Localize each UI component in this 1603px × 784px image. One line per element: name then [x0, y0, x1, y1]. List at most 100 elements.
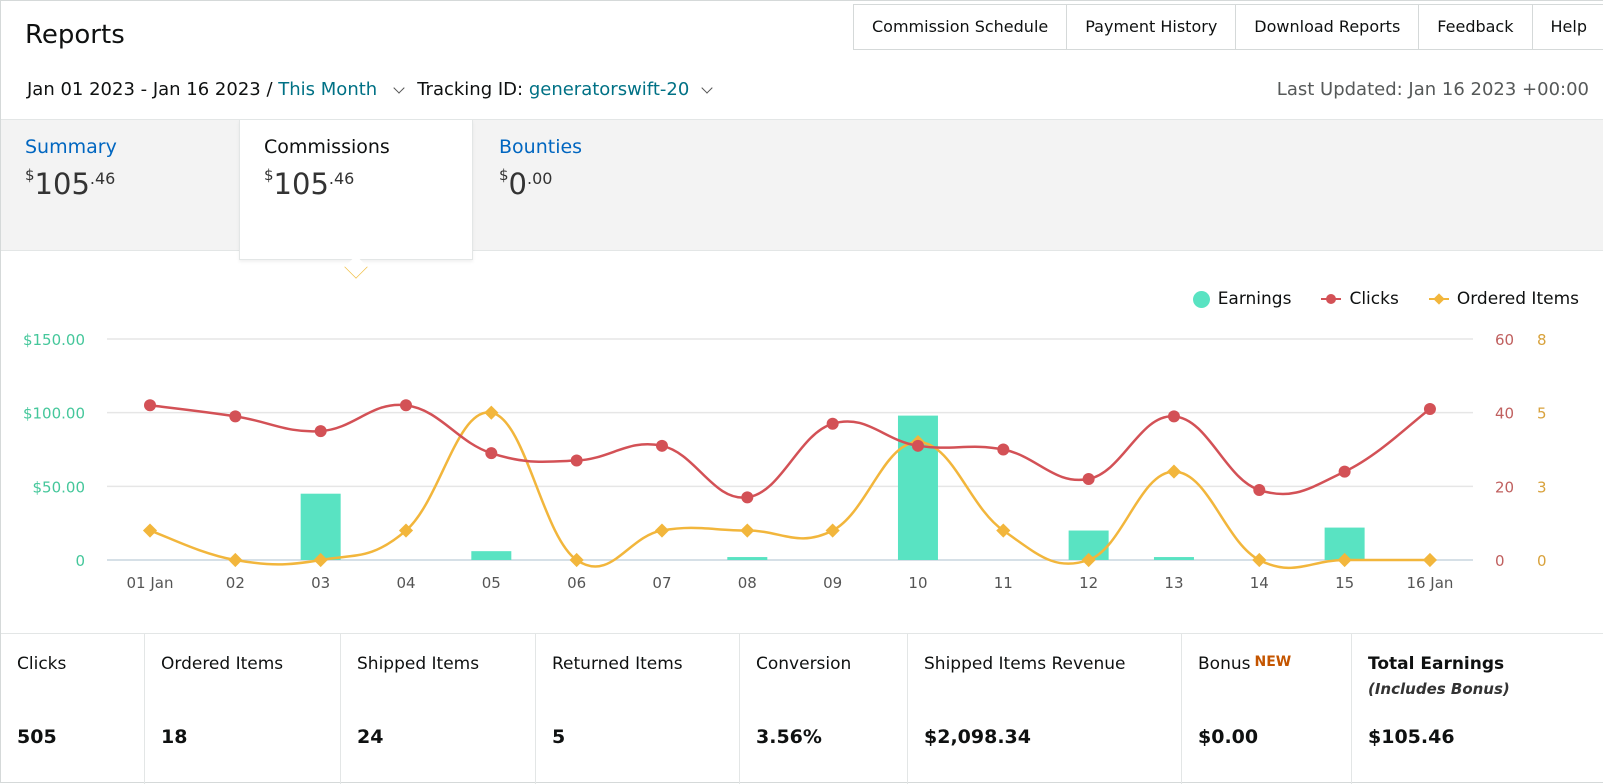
x-axis-tick: 15: [1335, 574, 1354, 592]
y-axis-right-clicks-tick: 40: [1495, 405, 1514, 423]
clicks-point: [912, 440, 924, 452]
x-axis-tick: 16 Jan: [1406, 574, 1453, 592]
tab-commissions-label: Commissions: [264, 136, 448, 158]
legend-earnings[interactable]: Earnings: [1193, 289, 1292, 309]
tab-bounties[interactable]: Bounties $0.00: [475, 120, 715, 252]
legend-ordered-items[interactable]: Ordered Items: [1429, 289, 1579, 309]
x-axis-tick: 09: [823, 574, 842, 592]
top-navigation: Commission Schedule Payment History Down…: [853, 4, 1603, 50]
nav-download-reports[interactable]: Download Reports: [1236, 5, 1419, 49]
earnings-bar: [301, 494, 341, 560]
stat-returned-items: Returned Items 5: [536, 634, 740, 784]
nav-feedback[interactable]: Feedback: [1419, 5, 1532, 49]
tab-summary[interactable]: Summary $105.46: [1, 120, 239, 252]
y-axis-right-clicks-tick: 0: [1495, 552, 1505, 570]
ordered-items-point: [740, 523, 754, 537]
clicks-point: [400, 399, 412, 411]
tab-commissions[interactable]: Commissions $105.46: [239, 120, 473, 260]
clicks-point: [997, 444, 1009, 456]
clicks-line: [150, 405, 1430, 498]
stat-ordered-items: Ordered Items 18: [145, 634, 341, 784]
y-axis-right-ordered-tick: 0: [1537, 552, 1547, 570]
ordered-items-line: [150, 412, 1430, 567]
clicks-point: [485, 447, 497, 459]
chevron-down-icon[interactable]: [702, 82, 713, 93]
filter-bar: Jan 01 2023 - Jan 16 2023 / This Month T…: [27, 79, 725, 100]
tab-commissions-amount: $105.46: [264, 166, 448, 201]
x-axis-tick: 07: [652, 574, 671, 592]
y-axis-right-clicks-tick: 60: [1495, 331, 1514, 349]
date-range-text: Jan 01 2023 - Jan 16 2023 /: [27, 79, 278, 100]
x-axis-tick: 04: [396, 574, 415, 592]
stat-conversion: Conversion 3.56%: [740, 634, 908, 784]
y-axis-right-ordered-tick: 5: [1537, 405, 1547, 423]
legend-clicks[interactable]: Clicks: [1321, 289, 1398, 309]
y-axis-right-ordered-tick: 8: [1537, 331, 1547, 349]
stat-total-earnings: Total Earnings (Includes Bonus) $105.46: [1352, 634, 1603, 784]
chart-legend: Earnings Clicks Ordered Items: [1193, 289, 1579, 309]
tracking-id-dropdown[interactable]: generatorswift-20: [529, 79, 689, 100]
clicks-point: [144, 399, 156, 411]
y-axis-right-clicks-tick: 20: [1495, 478, 1514, 496]
new-badge: NEW: [1254, 654, 1291, 670]
x-axis-tick: 13: [1164, 574, 1183, 592]
x-axis-tick: 05: [482, 574, 501, 592]
tracking-id-label: Tracking ID:: [417, 79, 529, 100]
x-axis-tick: 14: [1250, 574, 1269, 592]
x-axis-tick: 10: [908, 574, 927, 592]
y-axis-left-tick: $100.00: [23, 405, 85, 423]
ordered-items-point: [655, 523, 669, 537]
y-axis-right-ordered-tick: 3: [1537, 478, 1547, 496]
nav-help[interactable]: Help: [1533, 5, 1603, 49]
clicks-point: [656, 440, 668, 452]
last-updated-text: Last Updated: Jan 16 2023 +00:00: [1277, 79, 1589, 100]
clicks-point: [1339, 466, 1351, 478]
stat-shipped-items-revenue: Shipped Items Revenue $2,098.34: [908, 634, 1182, 784]
x-axis-tick: 11: [994, 574, 1013, 592]
clicks-point: [827, 418, 839, 430]
y-axis-left-tick: $150.00: [23, 331, 85, 349]
clicks-point: [229, 410, 241, 422]
tab-bounties-amount: $0.00: [499, 166, 691, 201]
y-axis-left-tick: $50.00: [33, 478, 86, 496]
nav-commission-schedule[interactable]: Commission Schedule: [854, 5, 1067, 49]
tab-summary-amount: $105.46: [25, 166, 215, 201]
nav-payment-history[interactable]: Payment History: [1067, 5, 1236, 49]
clicks-point: [1253, 484, 1265, 496]
report-tabs: Summary $105.46 Commissions $105.46 Boun…: [1, 119, 1603, 251]
x-axis-tick: 02: [226, 574, 245, 592]
x-axis-tick: 12: [1079, 574, 1098, 592]
circle-icon: [1193, 291, 1210, 308]
stats-bar: Clicks 505 Ordered Items 18 Shipped Item…: [1, 633, 1603, 784]
y-axis-left-tick: 0: [75, 552, 85, 570]
ordered-items-point: [484, 406, 498, 420]
ordered-items-point: [228, 553, 242, 567]
ordered-items-point: [143, 523, 157, 537]
page-title: Reports: [25, 20, 125, 50]
x-axis-tick: 08: [738, 574, 757, 592]
ordered-items-point: [1252, 553, 1266, 567]
x-axis-tick: 01 Jan: [127, 574, 174, 592]
line-marker-icon: [1321, 294, 1341, 304]
clicks-point: [1168, 410, 1180, 422]
clicks-point: [1083, 473, 1095, 485]
ordered-items-point: [1167, 465, 1181, 479]
tab-bounties-label: Bounties: [499, 136, 691, 158]
tab-summary-label: Summary: [25, 136, 215, 158]
clicks-point: [315, 425, 327, 437]
x-axis-tick: 03: [311, 574, 330, 592]
diamond-marker-icon: [1429, 294, 1449, 304]
stat-shipped-items: Shipped Items 24: [341, 634, 536, 784]
chevron-down-icon[interactable]: [394, 82, 405, 93]
x-axis-tick: 06: [567, 574, 586, 592]
clicks-point: [1424, 403, 1436, 415]
earnings-bar: [1154, 557, 1194, 560]
clicks-point: [571, 455, 583, 467]
period-dropdown[interactable]: This Month: [278, 79, 377, 100]
earnings-bar: [727, 557, 767, 560]
ordered-items-point: [1423, 553, 1437, 567]
earnings-bar: [471, 551, 511, 560]
clicks-point: [741, 491, 753, 503]
